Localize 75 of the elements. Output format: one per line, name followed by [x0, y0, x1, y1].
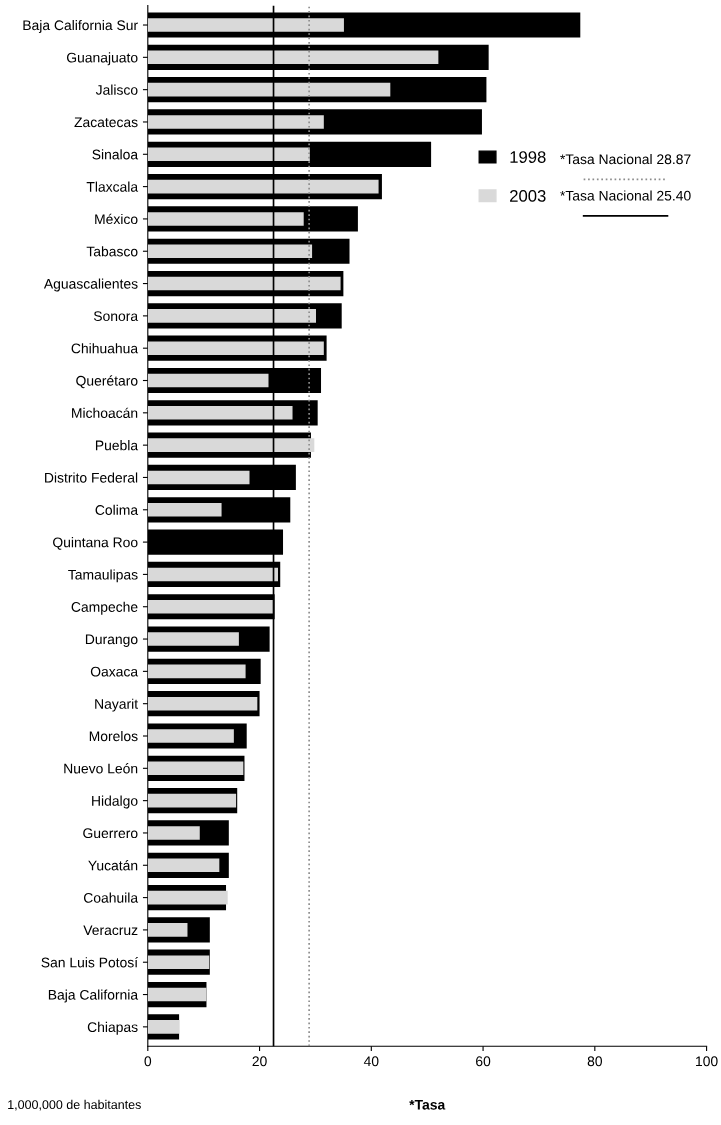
bar: [147, 502, 222, 517]
y-tick-label: Tabasco: [86, 246, 138, 257]
bar: [147, 341, 324, 355]
annotation: *Tasa Nacional 25.40: [560, 190, 691, 201]
y-tick-label: Distrito Federal: [45, 472, 138, 483]
x-tick-label: 80: [587, 1056, 603, 1067]
bar: [147, 309, 316, 323]
bar: [147, 761, 244, 776]
bar: [147, 50, 439, 65]
bar: [147, 793, 237, 808]
x-axis-title: *Tasa: [409, 1099, 446, 1110]
bar: [147, 923, 188, 937]
bar: [147, 890, 228, 905]
bar: [147, 276, 341, 291]
y-tick-label: Coahuila: [83, 892, 139, 903]
y-tick-label: Aguascalientes: [43, 278, 138, 292]
y-tick-label: Jalisco: [95, 84, 138, 95]
y-tick-label: Oaxaca: [90, 666, 139, 677]
y-tick-label: Veracruz: [83, 925, 138, 936]
annotation: *Tasa Nacional 28.87: [560, 153, 691, 165]
x-tick-label: 40: [363, 1056, 379, 1067]
bar: [147, 244, 313, 259]
bar: [147, 147, 310, 162]
bar: [147, 1020, 180, 1034]
y-tick-label: Sinaloa: [92, 149, 139, 160]
bar: [147, 858, 220, 873]
y-tick-label: Durango: [85, 634, 138, 647]
y-tick-label: Sonora: [93, 311, 139, 322]
y-tick-label: Morelos: [89, 730, 138, 742]
y-tick-label: Nayarit: [95, 698, 138, 712]
y-tick-label: Zacatecas: [74, 117, 138, 128]
bar: [147, 826, 200, 840]
bar: [147, 406, 293, 420]
text: 1,000,000 de habitantes: [8, 1099, 141, 1111]
legend-label: 2003: [510, 190, 546, 202]
y-tick-label: México: [95, 213, 138, 225]
y-tick-label: Hidalgo: [92, 795, 138, 809]
y-tick-label: Tamaulipas: [68, 569, 138, 583]
y-tick-label: Puebla: [95, 440, 139, 451]
y-tick-label: Yucatán: [88, 860, 138, 871]
bar: [147, 729, 234, 743]
y-tick-label: San Luis Potosí: [41, 957, 139, 968]
bar: [147, 987, 207, 1002]
y-tick-label: Colima: [95, 504, 139, 515]
bar: [147, 438, 315, 452]
bar: [147, 664, 246, 679]
y-tick-label: Chiapas: [87, 1021, 138, 1035]
x-tick-label: 20: [252, 1056, 267, 1067]
y-tick-label: Guanajuato: [66, 52, 138, 66]
y-tick-label: Baja California: [48, 989, 139, 1003]
y-tick-label: Tlaxcala: [86, 181, 139, 192]
bar: [147, 599, 273, 614]
x-tick-label: 100: [696, 1056, 718, 1067]
y-tick-label: Querétaro: [76, 375, 138, 389]
bar: [147, 696, 258, 711]
bar: [147, 212, 304, 226]
bar: [147, 955, 210, 970]
y-tick-label: Michoacán: [72, 407, 138, 418]
y-tick-label: Campeche: [71, 601, 138, 615]
y-tick-label: Nuevo León: [64, 763, 138, 774]
legend-label: 1998: [510, 151, 546, 163]
y-tick-label: Chihuahua: [71, 343, 139, 354]
x-tick-label: 0: [144, 1056, 152, 1067]
x-tick-label: 60: [476, 1056, 491, 1067]
bar: [147, 632, 239, 646]
bar: [147, 18, 344, 32]
bar: [147, 82, 391, 97]
bar: [147, 567, 278, 582]
bar: [147, 179, 379, 194]
bar: [147, 373, 269, 388]
bar: [147, 470, 250, 485]
y-tick-label: Quintana Roo: [53, 537, 138, 550]
bar: [147, 115, 324, 129]
y-tick-label: Baja California Sur: [23, 19, 138, 33]
y-tick-label: Guerrero: [83, 828, 138, 839]
